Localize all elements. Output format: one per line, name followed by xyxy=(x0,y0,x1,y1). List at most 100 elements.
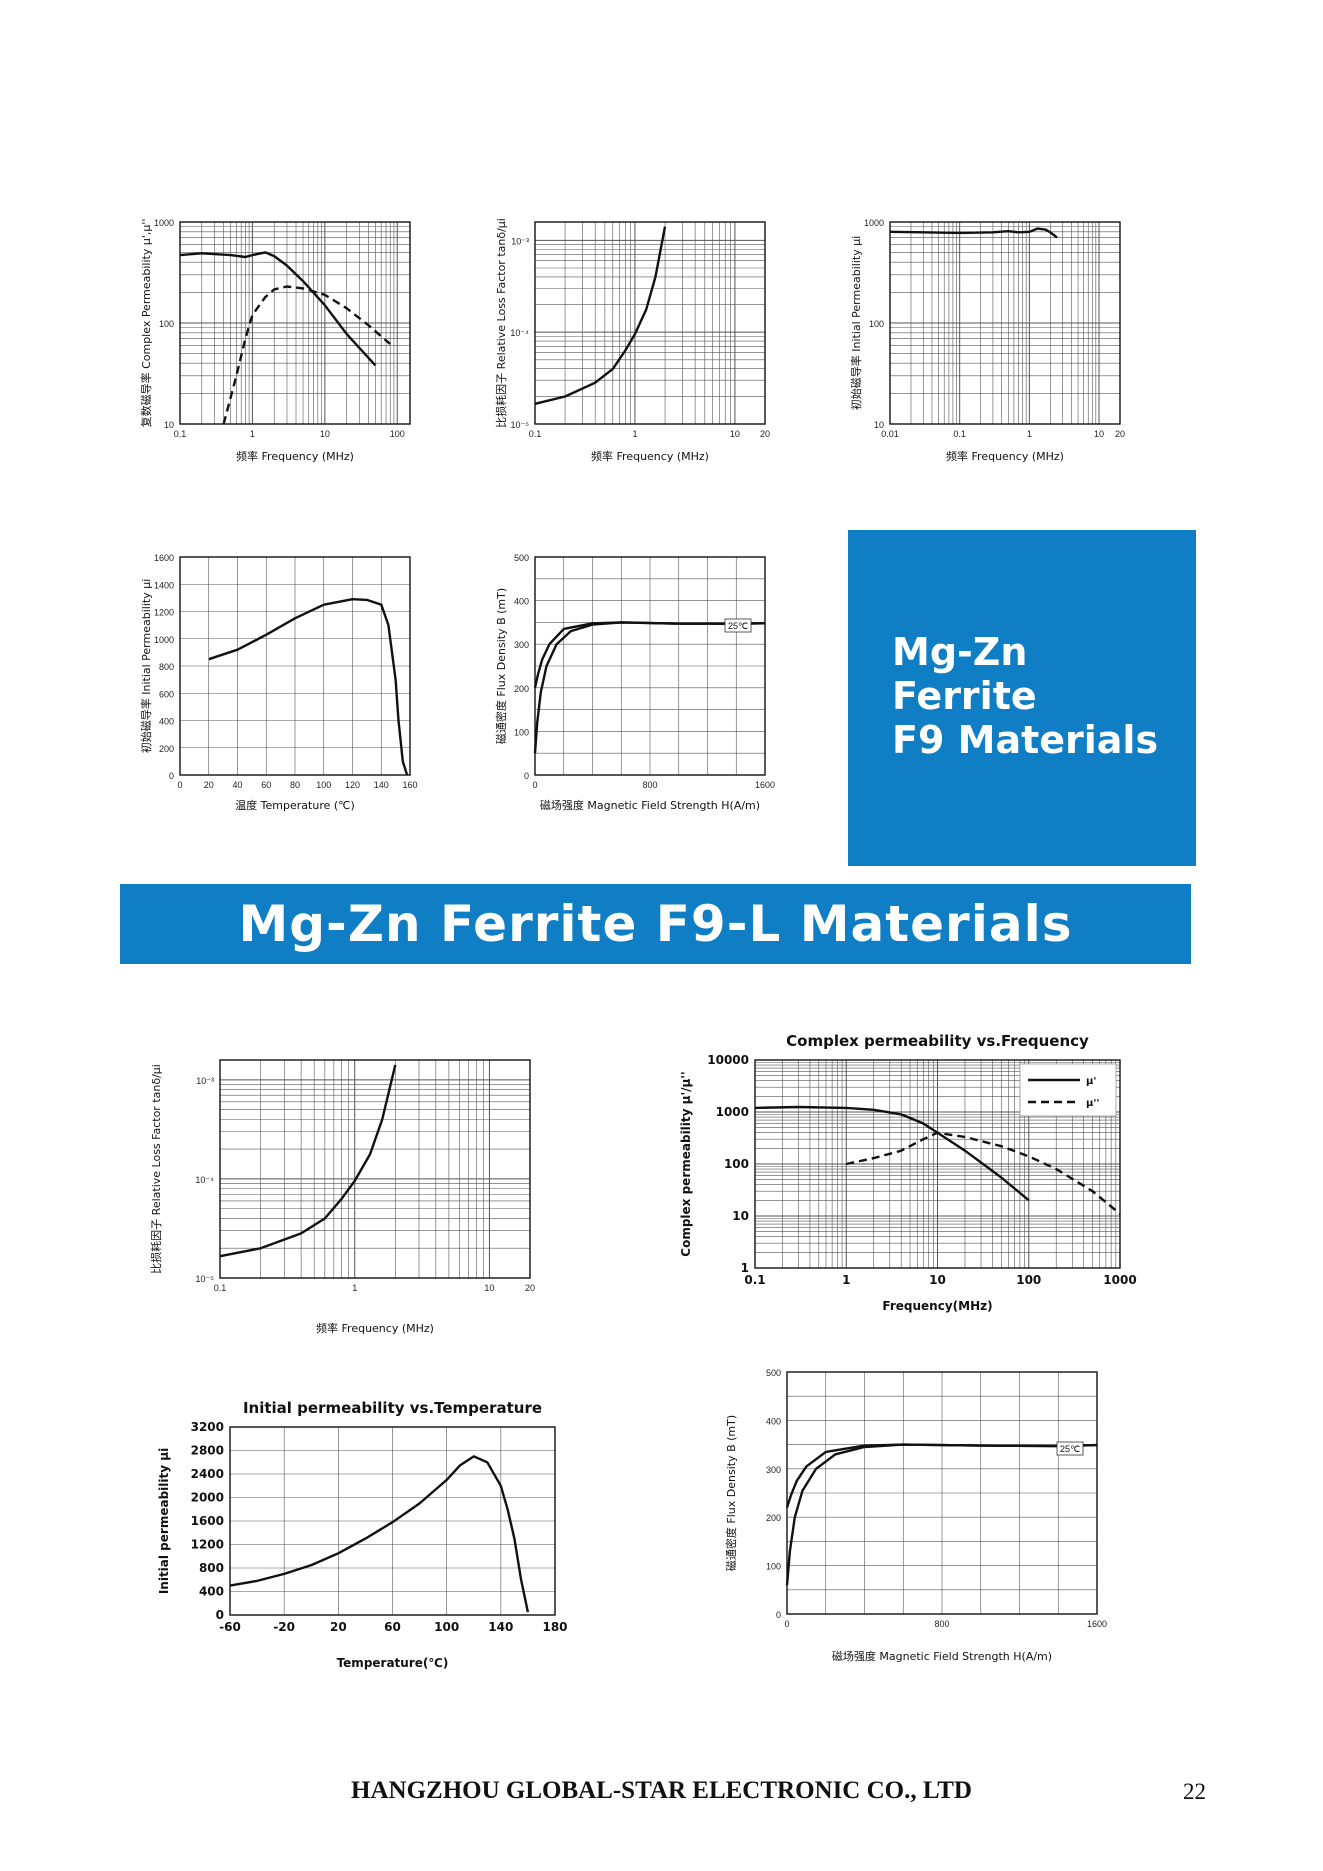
f9-bh-ytick-label: 200 xyxy=(514,684,529,694)
f9l-bh-ytick-label: 200 xyxy=(766,1513,781,1523)
f9-complex-perm-ytick-label: 100 xyxy=(159,319,174,329)
f9-loss-factor-xtick-label: 20 xyxy=(760,429,770,439)
f9-bh-xlabel: 磁场强度 Magnetic Field Strength H(A/m) xyxy=(540,798,760,812)
f9-bh-ytick-label: 100 xyxy=(514,727,529,737)
f9-initial-perm-temp-xtick-label: 100 xyxy=(316,780,331,790)
f9-initial-perm-freq-ylabel: 初始磁导率 Initial Permeability μi xyxy=(849,236,863,411)
f9-initial-perm-freq-plot-frame xyxy=(889,221,1121,425)
f9-initial-perm-freq-xtick-label: 0.01 xyxy=(881,429,899,439)
f9l-complex-perm-xtick-label: 100 xyxy=(1016,1273,1041,1287)
f9l-loss-factor-xtick-label: 0.1 xyxy=(214,1283,227,1293)
f9l-loss-factor-ytick-label: 10⁻⁵ xyxy=(196,1274,215,1284)
f9-materials-label-box: Mg-Zn Ferrite F9 Materials xyxy=(848,530,1196,866)
f9l-complex-perm-xtick-label: 1 xyxy=(842,1273,850,1287)
f9-initial-perm-temp-ytick-label: 1400 xyxy=(154,580,174,590)
f9l-bh-plot-frame xyxy=(786,1371,1098,1615)
f9l-complex-perm-ytick-label: 1000 xyxy=(716,1105,749,1119)
f9l-complex-perm-chart: 0.1 1 10 100 1000 1 10 100 1000 10000 Frequency(MH… xyxy=(670,1020,1140,1330)
f9l-complex-perm-legend-label: μ'' xyxy=(1086,1098,1099,1109)
f9-loss-factor-xtick-label: 1 xyxy=(632,429,637,439)
f9-initial-perm-temp-ytick-label: 1000 xyxy=(154,635,174,645)
f9-loss-factor-xtick-label: 10 xyxy=(730,429,740,439)
f9l-complex-perm-ytick-label: 10000 xyxy=(707,1053,749,1067)
f9-bh-series-2-line xyxy=(533,621,766,754)
f9l-bh-chart: 0 800 1600 0 100 200 300 400 500 磁场强度 Magnetic Fi… xyxy=(715,1360,1115,1680)
f9l-initial-perm-temp-xtick-label: 60 xyxy=(384,1620,401,1634)
f9l-loss-factor-ylabel: 比损耗因子 Relative Loss Factor tanδ/μi xyxy=(149,1064,163,1274)
f9-initial-perm-temp-xtick-label: 140 xyxy=(374,780,389,790)
f9-bh-xtick-label: 0 xyxy=(532,780,537,790)
f9l-initial-perm-temp-ytick-label: 800 xyxy=(199,1561,224,1575)
f9-loss-factor-plot-frame xyxy=(534,221,766,425)
f9-complex-perm-ytick-label: 1000 xyxy=(154,218,174,228)
f9-bh-xtick-label: 1600 xyxy=(755,780,775,790)
f9l-bh-ytick-label: 500 xyxy=(766,1368,781,1378)
f9l-loss-factor-chart: 0.1 1 10 20 10⁻⁵ 10⁻⁴ 10⁻³ 频率 Frequency (MHz) 比损… xyxy=(149,1040,570,1350)
f9l-complex-perm-ytick-label: 10 xyxy=(732,1209,749,1223)
f9l-complex-perm-xtick-label: 10 xyxy=(929,1273,946,1287)
f9l-loss-factor-xtick-label: 10 xyxy=(484,1283,494,1293)
f9-complex-perm-xtick-label: 1 xyxy=(250,429,255,439)
f9-initial-perm-temp-ytick-label: 0 xyxy=(169,771,174,781)
f9-complex-perm-xtick-label: 10 xyxy=(320,429,330,439)
f9-initial-perm-temp-ytick-label: 600 xyxy=(159,689,174,699)
f9l-initial-perm-temp-plot-frame xyxy=(229,1426,556,1616)
f9-complex-perm-xtick-label: 0.1 xyxy=(174,429,187,439)
f9l-initial-perm-temp-xtick-label: 140 xyxy=(488,1620,513,1634)
f9l-initial-perm-temp-ylabel: Initial permeability μi xyxy=(157,1448,171,1594)
f9l-complex-perm-title: Complex permeability vs.Frequency xyxy=(786,1032,1089,1050)
f9l-bh-xtick-label: 0 xyxy=(784,1619,789,1629)
f9l-bh-ytick-label: 300 xyxy=(766,1465,781,1475)
f9-complex-perm-plot-frame xyxy=(179,221,411,425)
f9-bh-ytick-label: 500 xyxy=(514,553,529,563)
f9l-bh-ytick-label: 100 xyxy=(766,1562,781,1572)
f9-initial-perm-temp-xtick-label: 80 xyxy=(290,780,300,790)
f9l-complex-perm-xtick-label: 0.1 xyxy=(744,1273,765,1287)
f9-bh-annotation: 25℃ xyxy=(728,621,748,631)
f9l-complex-perm-ytick-label: 1 xyxy=(741,1261,749,1275)
f9-initial-perm-temp-ytick-label: 1600 xyxy=(154,553,174,563)
f9-bh-chart: 0 800 1600 0 100 200 300 400 500 磁场强度 Magnetic Fi… xyxy=(494,545,815,825)
f9l-bh-annotation: 25℃ xyxy=(1060,1444,1080,1454)
f9l-initial-perm-temp-ytick-label: 1600 xyxy=(191,1514,224,1528)
f9l-complex-perm-legend-label: μ' xyxy=(1086,1076,1096,1087)
f9l-initial-perm-temp-xtick-label: 20 xyxy=(330,1620,347,1634)
f9-initial-perm-freq-ytick-label: 1000 xyxy=(864,218,884,228)
f9-loss-factor-ytick-label: 10⁻³ xyxy=(511,236,529,246)
f9-complex-perm-xlabel: 频率 Frequency (MHz) xyxy=(236,449,354,463)
f9l-bh-xlabel: 磁场强度 Magnetic Field Strength H(A/m) xyxy=(832,1649,1052,1663)
f9l-initial-perm-temp-ytick-label: 400 xyxy=(199,1585,224,1599)
f9l-initial-perm-temp-xtick-label: 100 xyxy=(434,1620,459,1634)
f9-initial-perm-freq-xtick-label: 1 xyxy=(1027,429,1032,439)
f9-loss-factor-ytick-label: 10⁻⁴ xyxy=(510,328,529,338)
page-number: 22 xyxy=(1183,1779,1206,1804)
f9l-initial-perm-temp-ytick-label: 2800 xyxy=(191,1444,224,1458)
f9-initial-perm-freq-series-1-line xyxy=(889,227,1058,239)
f9-initial-perm-temp-xtick-label: 120 xyxy=(345,780,360,790)
f9l-complex-perm-xtick-label: 1000 xyxy=(1103,1273,1136,1287)
f9l-initial-perm-temp-ytick-label: 2000 xyxy=(191,1491,224,1505)
f9-complex-perm-series-1-line xyxy=(179,251,377,367)
f9-initial-perm-temp-chart: 0 20 40 60 80 100 120 140 160 0 200 400 600 800 1000 12… xyxy=(139,545,460,825)
f9-bh-ylabel: 磁通密度 Flux Density B (mT) xyxy=(494,588,508,744)
f9-complex-perm-xtick-label: 100 xyxy=(390,429,405,439)
f9-initial-perm-freq-xtick-label: 10 xyxy=(1094,429,1104,439)
f9l-complex-perm-plot-frame xyxy=(754,1059,1121,1269)
f9-initial-perm-freq-ytick-label: 10 xyxy=(874,420,884,430)
f9l-loss-factor-ytick-label: 10⁻³ xyxy=(196,1076,214,1086)
f9l-complex-perm-xlabel: Frequency(MHz) xyxy=(882,1299,992,1313)
f9-bh-ytick-label: 300 xyxy=(514,640,529,650)
f9-complex-perm-ytick-label: 10 xyxy=(164,420,174,430)
f9-complex-perm-chart: 0.1 1 10 100 10 100 1000 频率 Frequency (MHz) 复数磁导… xyxy=(139,210,460,490)
f9-loss-factor-ytick-label: 10⁻⁵ xyxy=(511,420,530,430)
f9-bh-ytick-label: 400 xyxy=(514,597,529,607)
f9-complex-perm-ylabel: 复数磁导率 Complex Permeability μ',μ'' xyxy=(139,219,153,428)
f9l-loss-factor-ytick-label: 10⁻⁴ xyxy=(195,1175,214,1185)
f9l-complex-perm-series-2-line xyxy=(846,1131,1121,1215)
f9l-initial-perm-temp-ytick-label: 1200 xyxy=(191,1538,224,1552)
f9-initial-perm-temp-ytick-label: 1200 xyxy=(154,608,174,618)
f9l-loss-factor-xlabel: 频率 Frequency (MHz) xyxy=(316,1321,434,1335)
f9-loss-factor-series-1-line xyxy=(534,226,667,405)
f9-initial-perm-temp-series-1-line xyxy=(208,598,409,776)
f9l-complex-perm-ylabel: Complex permeability μ'/μ'' xyxy=(679,1071,693,1256)
